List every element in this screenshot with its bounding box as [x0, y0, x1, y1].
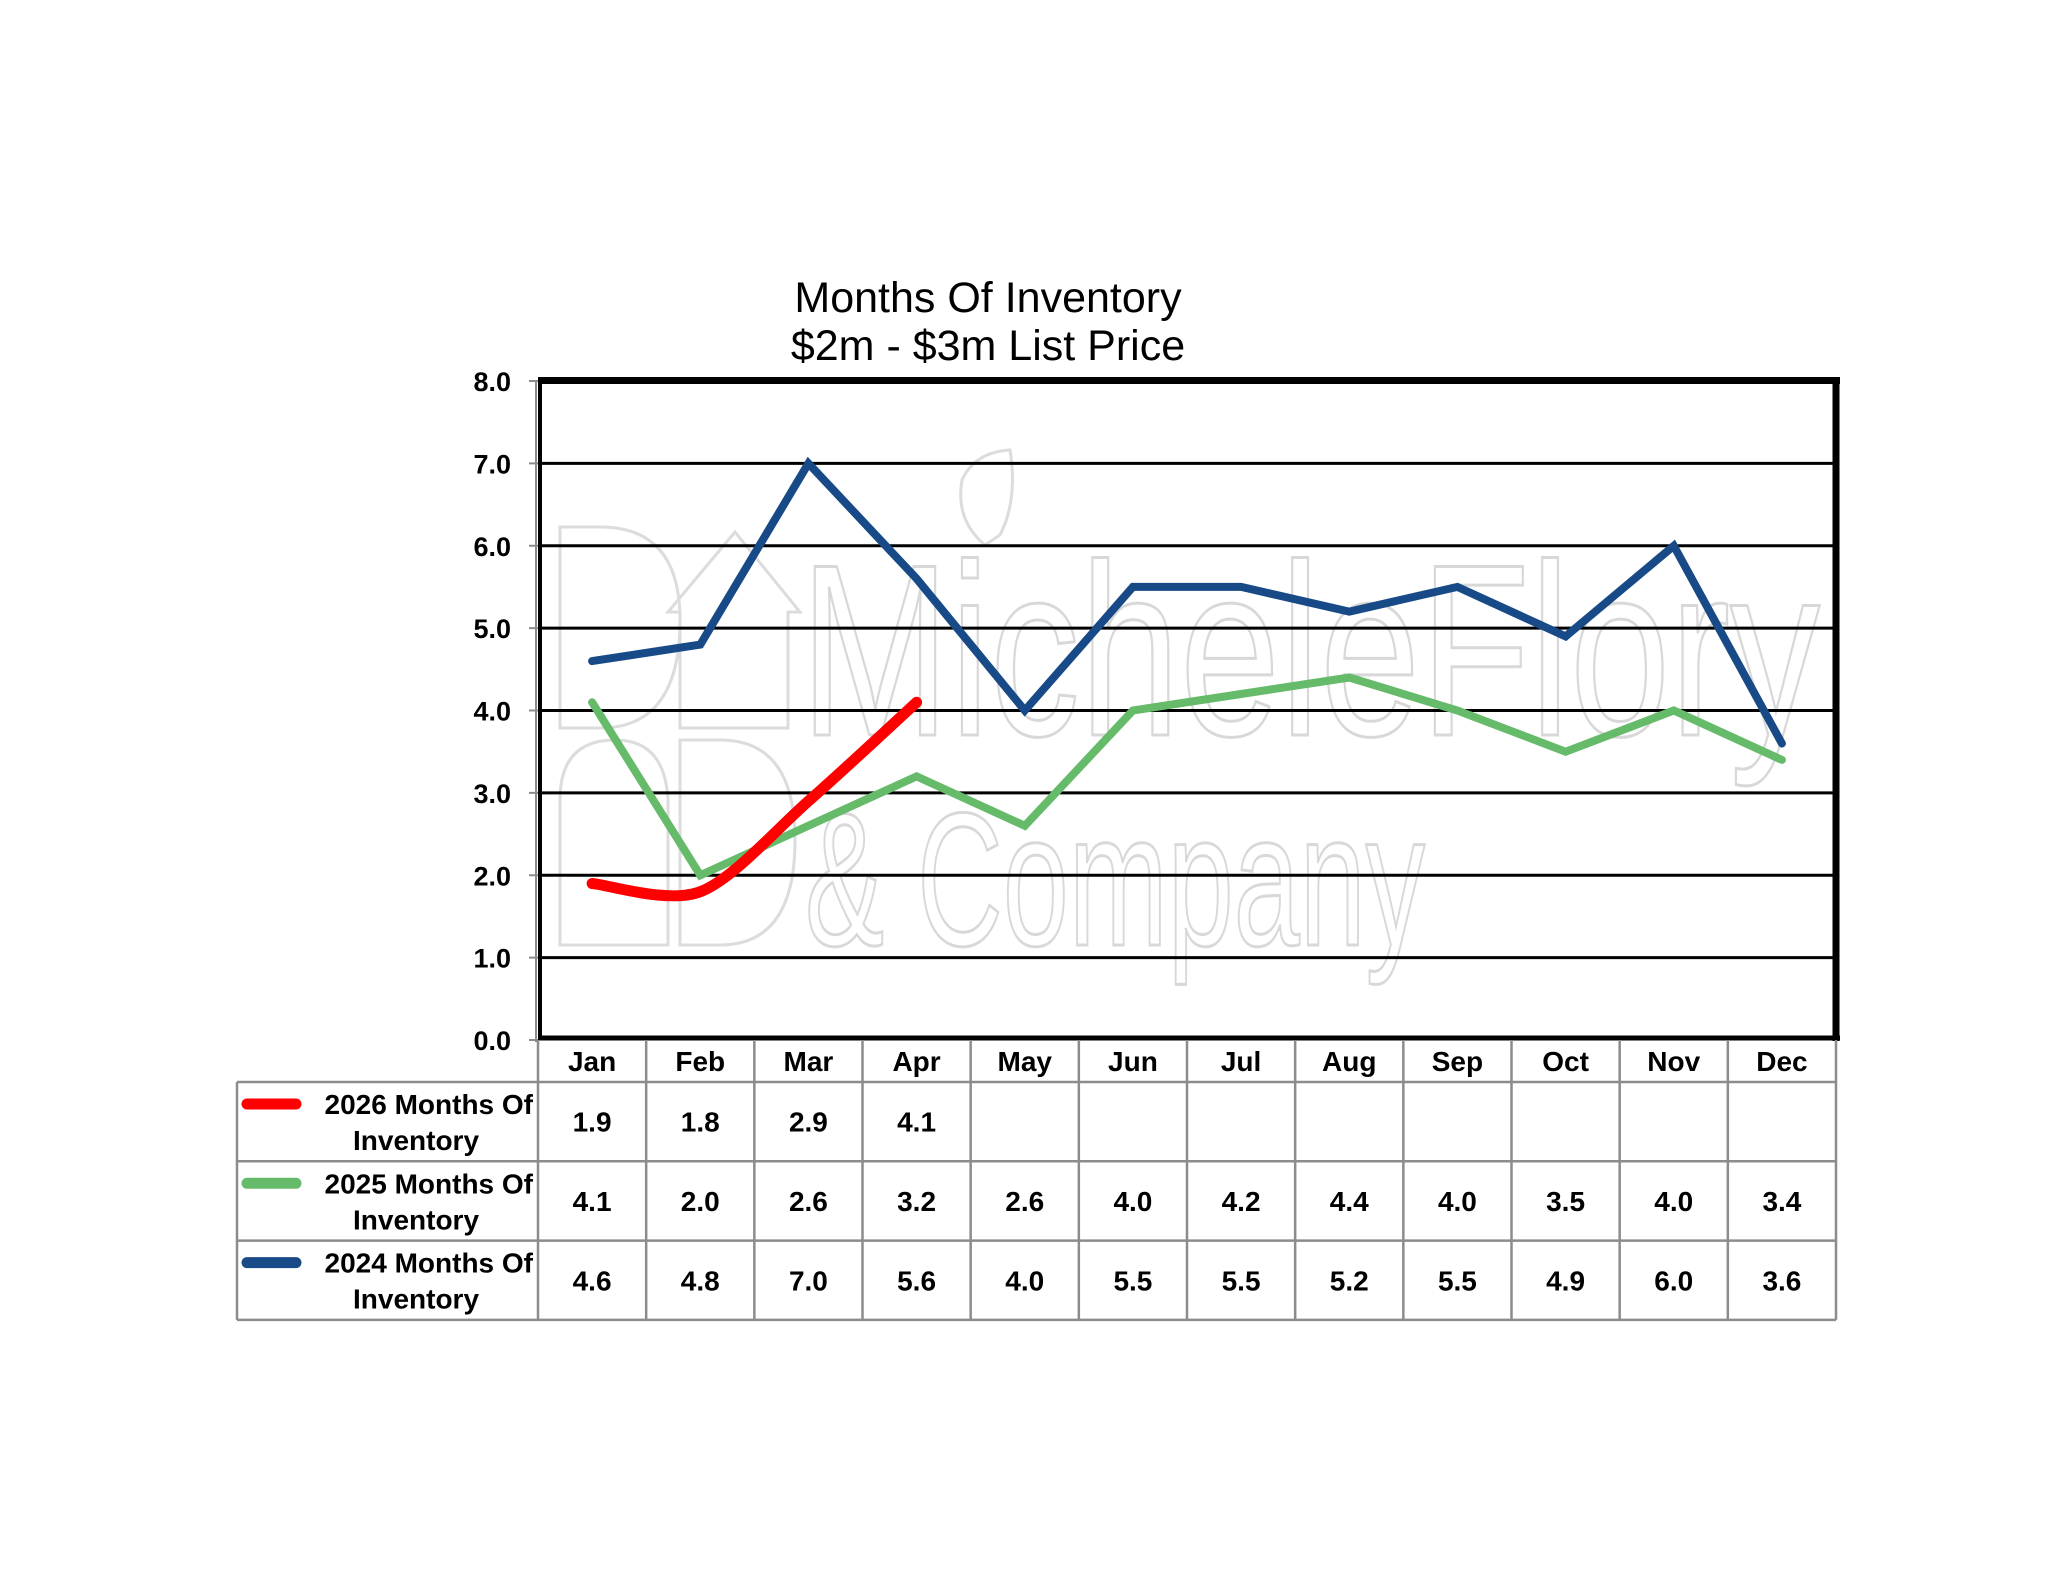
table-cell-value: 2.6 — [789, 1186, 828, 1217]
y-tick-label: 2.0 — [473, 861, 511, 891]
month-label-apr: Apr — [892, 1046, 940, 1077]
y-axis: 0.0 1.0 2.0 3.0 4.0 5.0 6.0 7.0 8.0 — [473, 367, 538, 1056]
table-cell-value: 4.0 — [1005, 1265, 1044, 1296]
month-label-aug: Aug — [1322, 1046, 1376, 1077]
table-cell-value: 4.9 — [1546, 1265, 1585, 1296]
table-cell-value: 6.0 — [1654, 1265, 1693, 1296]
watermark-text-line1: MicheleFlory — [800, 513, 1820, 787]
watermark-logo: MicheleFlory & Company — [558, 448, 1822, 988]
table-cell-value: 4.1 — [573, 1186, 612, 1217]
series-line-2025 — [588, 673, 1786, 881]
table-cell-value: 4.8 — [681, 1265, 720, 1296]
chart-subtitle: $2m - $3m List Price — [791, 322, 1185, 370]
y-tick-label: 3.0 — [473, 779, 511, 809]
legend-label-line1: 2026 Months Of — [325, 1089, 534, 1120]
table-cell-value: 1.9 — [573, 1107, 612, 1138]
table-cell-value: 5.6 — [897, 1265, 936, 1296]
month-label-jan: Jan — [568, 1046, 616, 1077]
month-label-nov: Nov — [1647, 1046, 1700, 1077]
legend-label-line1: 2025 Months Of — [325, 1168, 534, 1199]
data-table: Jan Feb Mar Apr May Jun Jul Aug Sep Oct Nov Dec 2026… — [235, 1040, 1838, 1322]
y-tick-label: 0.0 — [473, 1026, 511, 1056]
table-cell-value: 4.1 — [897, 1107, 936, 1138]
chart-title: Months Of Inventory — [794, 274, 1182, 322]
month-label-mar: Mar — [784, 1046, 834, 1077]
series-lines — [586, 456, 1786, 902]
table-cell-value: 5.5 — [1222, 1265, 1261, 1296]
watermark-house-shape — [664, 529, 804, 730]
table-cell-value: 4.0 — [1438, 1186, 1477, 1217]
legend-label-line1: 2024 Months Of — [325, 1248, 534, 1279]
y-tick-label: 8.0 — [473, 367, 511, 397]
watermark-leaf-icon — [959, 448, 1014, 547]
table-cell-value: 2.6 — [1005, 1186, 1044, 1217]
y-tick-label: 1.0 — [473, 944, 511, 974]
table-cell-value: 4.4 — [1330, 1186, 1369, 1217]
y-tick-label: 7.0 — [473, 449, 511, 479]
table-cell-value: 4.6 — [573, 1265, 612, 1296]
month-label-sep: Sep — [1432, 1046, 1483, 1077]
table-row: 2026 Months Of Inventory 1.9 1.8 2.9 4.1 — [241, 1089, 936, 1156]
table-cell-value: 5.5 — [1113, 1265, 1152, 1296]
legend-label-line2: Inventory — [353, 1204, 479, 1235]
watermark-text-line2: & Company — [805, 774, 1425, 986]
watermark-d-shape-lower-2 — [678, 738, 797, 947]
month-label-jun: Jun — [1108, 1046, 1158, 1077]
table-cell-value: 5.2 — [1330, 1265, 1369, 1296]
month-label-oct: Oct — [1542, 1046, 1589, 1077]
table-cell-value: 3.2 — [897, 1186, 936, 1217]
table-cell-value: 7.0 — [789, 1265, 828, 1296]
y-tick-label: 6.0 — [473, 532, 511, 562]
table-cell-value: 4.2 — [1222, 1186, 1261, 1217]
gridlines — [538, 461, 1836, 960]
month-label-dec: Dec — [1756, 1046, 1807, 1077]
table-cell-value: 5.5 — [1438, 1265, 1477, 1296]
series-line-2026 — [586, 696, 923, 902]
table-cell-value: 4.0 — [1113, 1186, 1152, 1217]
month-label-feb: Feb — [675, 1046, 725, 1077]
table-row: 2025 Months Of Inventory 4.1 2.0 2.6 3.2 2.6 4.… — [241, 1168, 1802, 1235]
table-cell-value: 2.9 — [789, 1107, 828, 1138]
month-label-may: May — [998, 1046, 1053, 1077]
table-cell-value: 1.8 — [681, 1107, 720, 1138]
table-row: 2024 Months Of Inventory 4.6 4.8 7.0 5.6 4.0 5.… — [241, 1248, 1801, 1315]
legend-label-line2: Inventory — [353, 1284, 479, 1315]
table-cell-value: 3.5 — [1546, 1186, 1585, 1217]
series-line-2024 — [588, 456, 1786, 748]
month-label-jul: Jul — [1221, 1046, 1261, 1077]
table-cell-value: 4.0 — [1654, 1186, 1693, 1217]
watermark-d-shape-lower — [558, 738, 670, 947]
legend-label-line2: Inventory — [353, 1125, 479, 1156]
table-cell-value: 2.0 — [681, 1186, 720, 1217]
table-cell-value: 3.6 — [1762, 1265, 1801, 1296]
y-tick-label: 5.0 — [473, 614, 511, 644]
table-cell-value: 3.4 — [1762, 1186, 1801, 1217]
y-tick-label: 4.0 — [473, 697, 511, 727]
